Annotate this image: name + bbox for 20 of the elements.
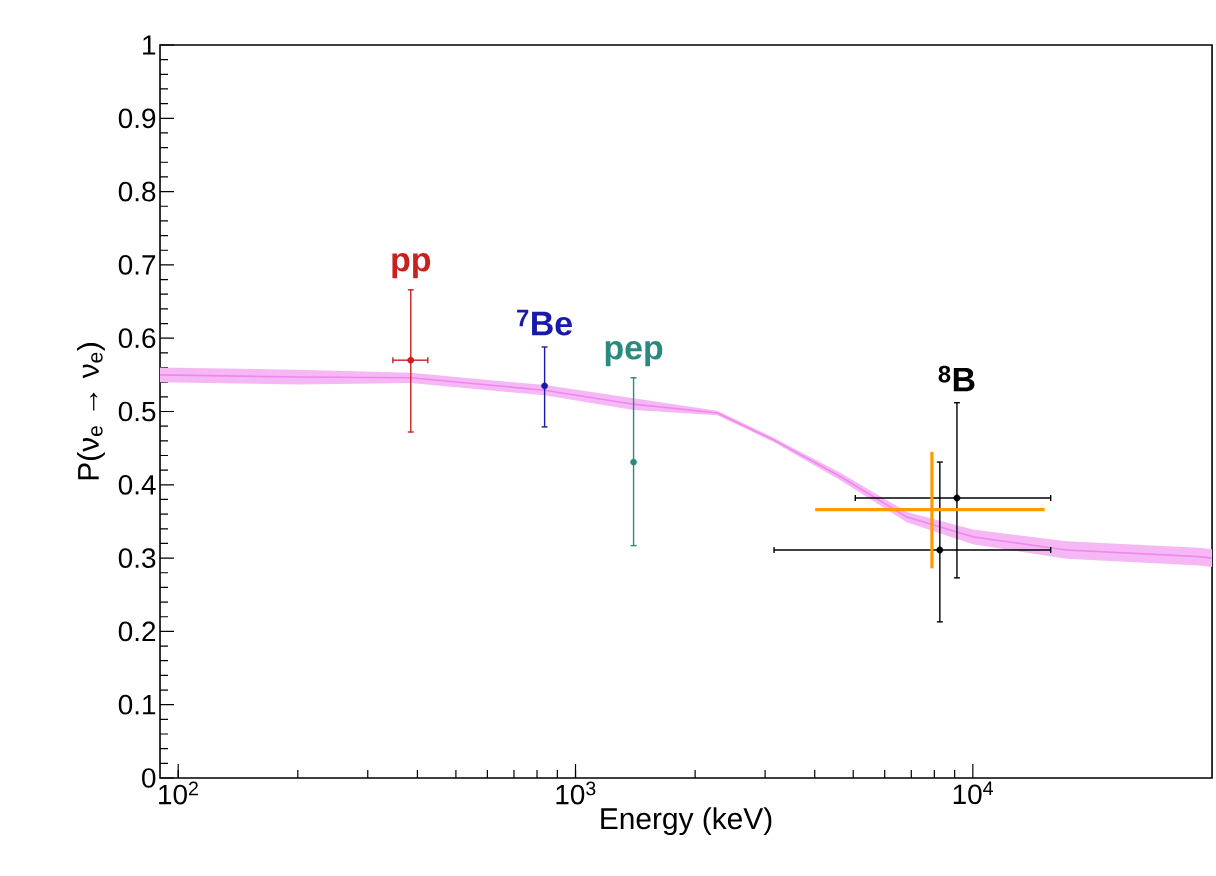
- y-tick-label: 0.2: [118, 621, 156, 642]
- text: $^{8}$B: [938, 365, 975, 392]
- y-tick-label: 1: [143, 35, 156, 55]
- y-tick-label: 0.4: [118, 474, 156, 495]
- text: pp: [392, 253, 431, 279]
- series-label: $^{7}$Be: [517, 309, 572, 336]
- x-tick-label: 10$^{2}$: [159, 781, 198, 805]
- y-tick-label: 0.5: [118, 401, 156, 422]
- y-tick-label: 0.9: [118, 108, 156, 129]
- x-tick-label: 10$^{4}$: [953, 781, 993, 805]
- y-tick-label: 0.8: [118, 181, 156, 202]
- y-axis-title: P(ν$_{e}$ → ν$_{e}$): [77, 343, 105, 480]
- y-tick-label: 0.6: [118, 328, 156, 349]
- y-tick-label: 0.7: [118, 255, 156, 275]
- text: pep: [605, 340, 663, 367]
- y-tick-label: 0.3: [118, 548, 156, 568]
- y-tick-label: 0: [142, 768, 156, 788]
- x-tick-label: 10$^{3}$: [556, 781, 596, 805]
- y-tick-label: 0.1: [118, 694, 156, 715]
- x-axis-title: Energy (keV): [601, 807, 772, 836]
